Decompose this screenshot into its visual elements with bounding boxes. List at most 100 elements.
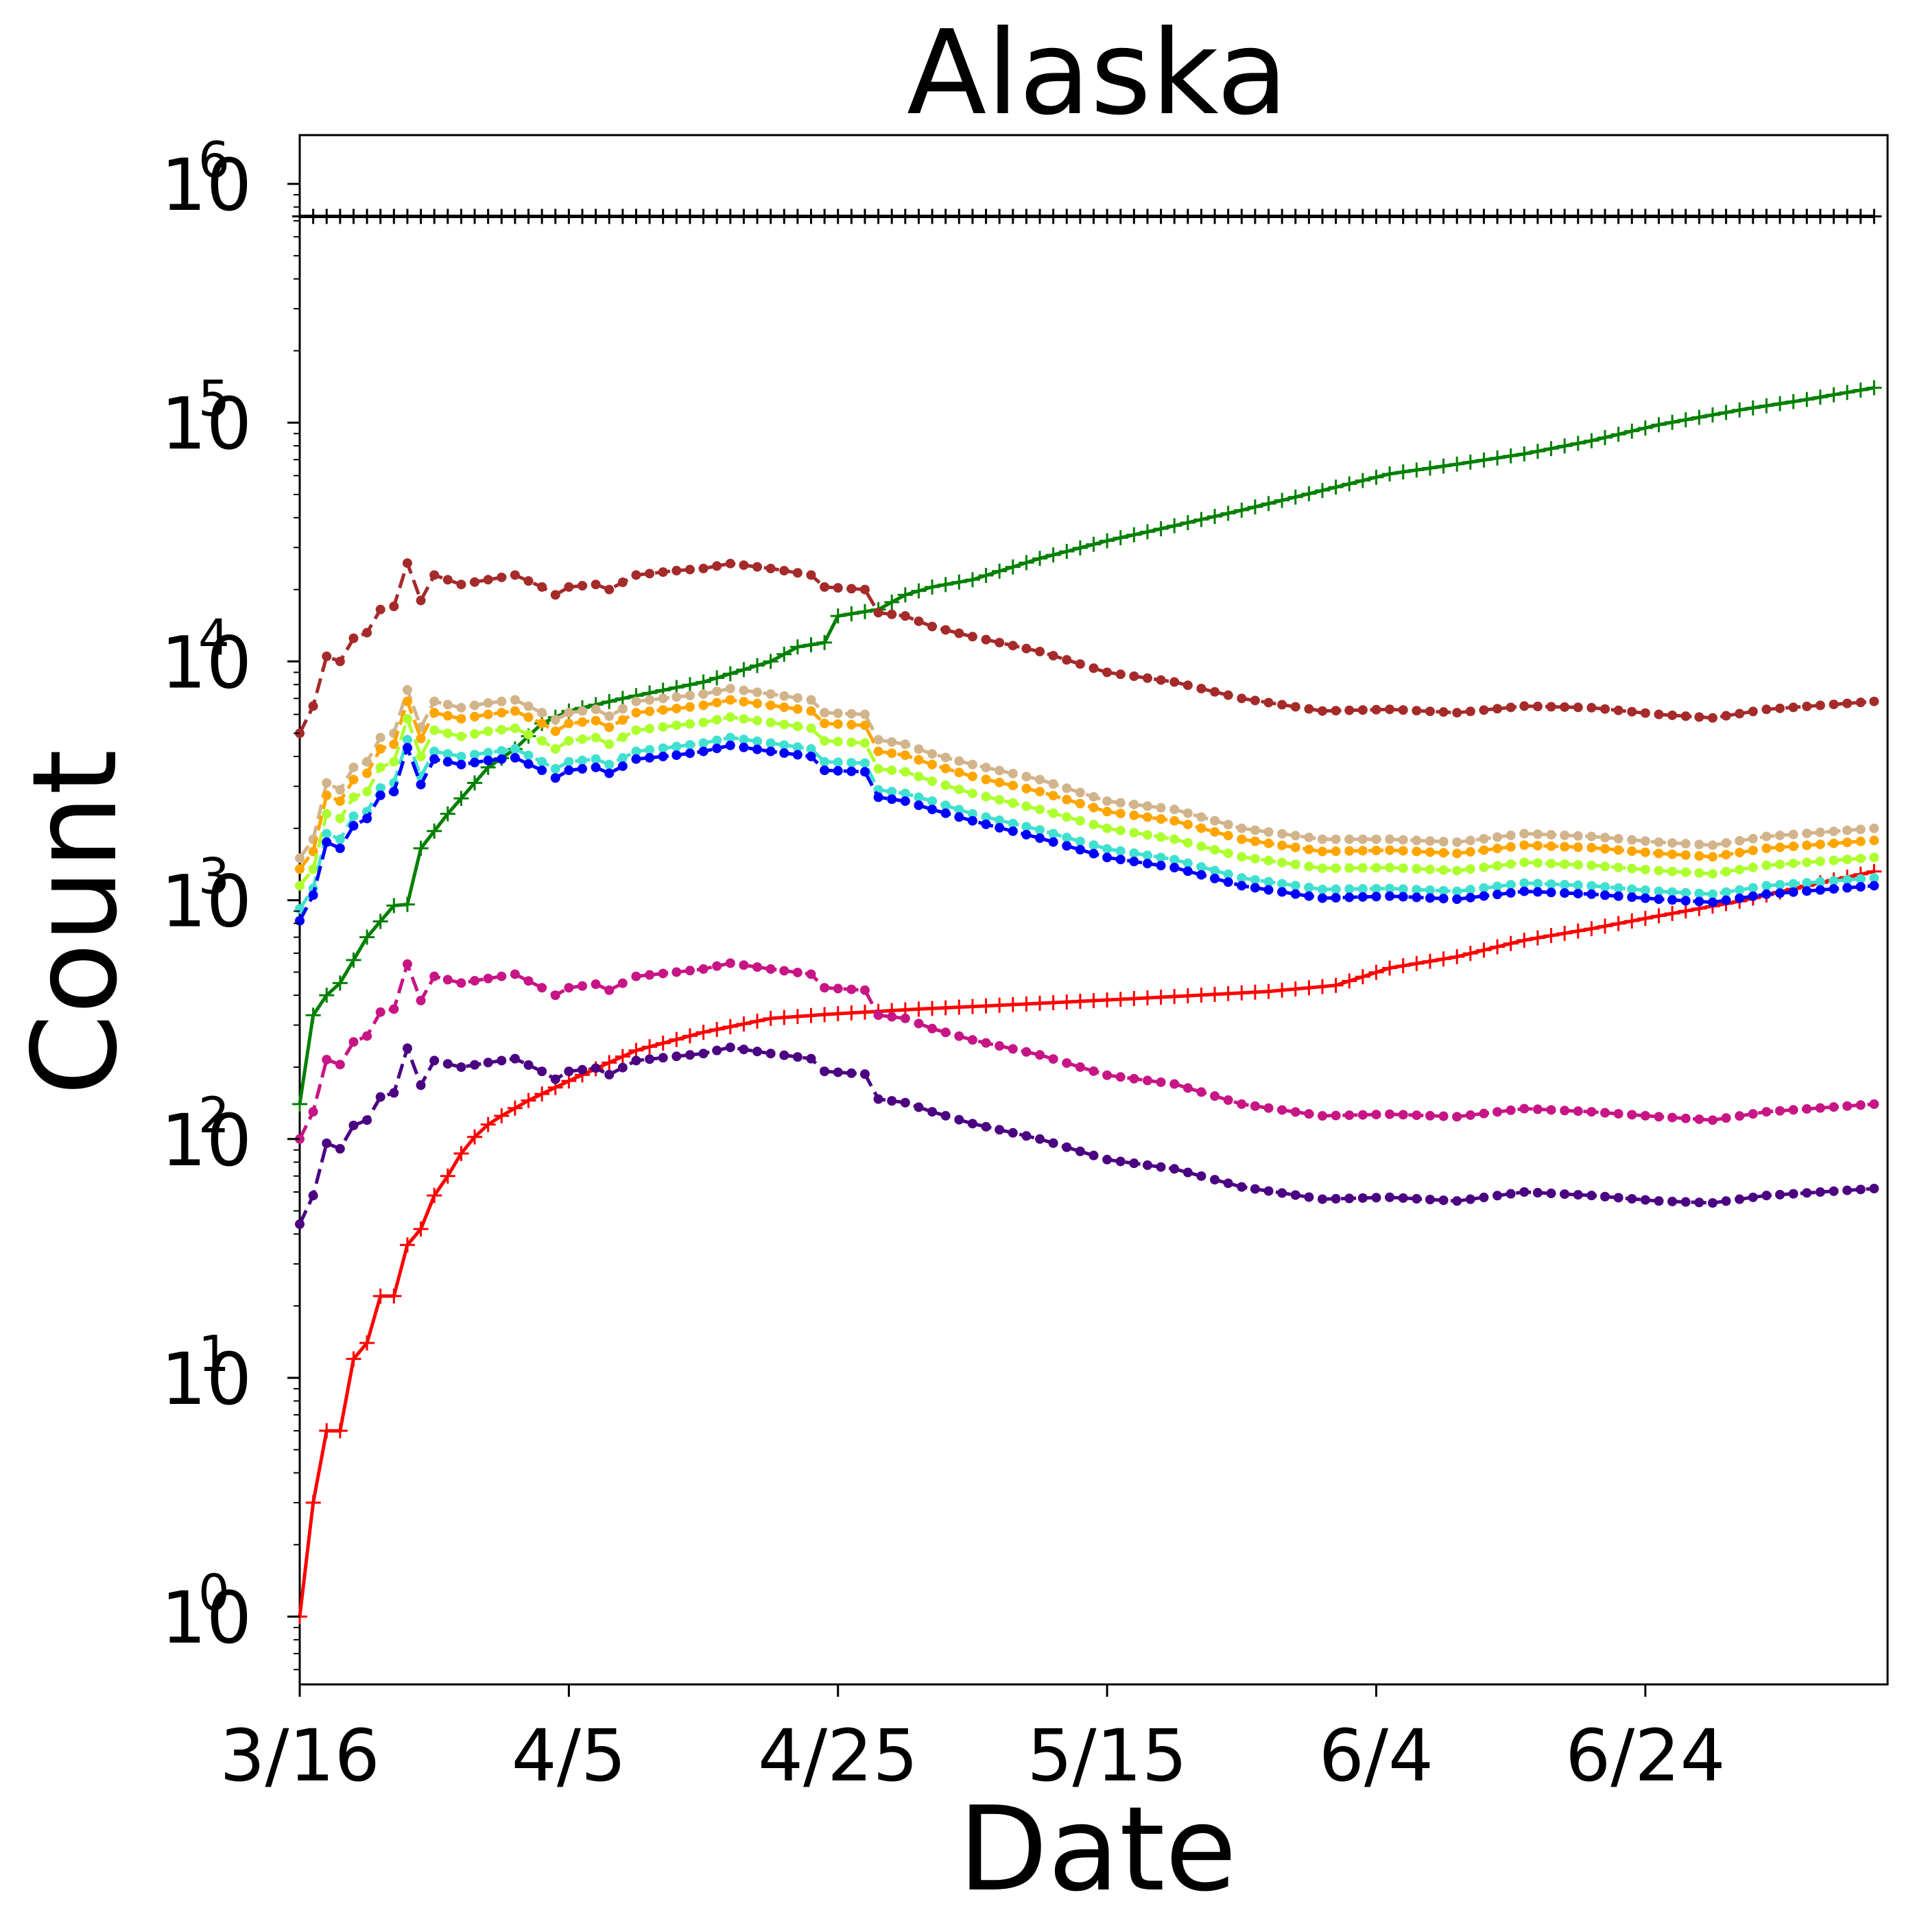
data-point <box>887 748 897 759</box>
data-point <box>1452 1196 1462 1206</box>
data-point <box>1802 701 1812 711</box>
data-point <box>1210 687 1220 697</box>
data-point <box>1855 874 1866 884</box>
data-point <box>1516 932 1532 948</box>
data-point <box>698 717 709 728</box>
data-point <box>725 695 735 705</box>
data-point <box>1815 700 1825 711</box>
data-point <box>655 1035 671 1051</box>
data-point <box>1290 831 1300 841</box>
data-point <box>1462 208 1478 224</box>
data-point <box>1304 861 1314 872</box>
data-point <box>1180 515 1196 531</box>
data-point <box>604 739 615 750</box>
data-point <box>712 697 722 708</box>
data-point <box>685 1050 695 1060</box>
data-point <box>1624 423 1640 439</box>
data-point <box>1274 208 1290 224</box>
data-point <box>1772 208 1788 224</box>
data-point <box>1627 1110 1637 1120</box>
data-point <box>1680 896 1691 906</box>
data-point <box>1142 1160 1152 1170</box>
data-point <box>1546 859 1556 869</box>
data-point <box>914 754 924 765</box>
y-tick-exponent: 5 <box>198 370 230 427</box>
data-point <box>1304 1109 1314 1119</box>
data-point <box>1008 798 1018 808</box>
data-point <box>1490 450 1506 466</box>
data-point <box>442 575 453 585</box>
data-point <box>1263 697 1274 708</box>
data-point <box>1008 826 1018 836</box>
data-point <box>1398 705 1408 715</box>
data-point <box>1815 885 1825 895</box>
data-point <box>1680 1113 1691 1123</box>
data-point <box>615 1049 630 1064</box>
data-point <box>1610 208 1626 224</box>
data-point <box>859 709 870 719</box>
data-point <box>429 754 440 764</box>
data-point <box>940 808 951 818</box>
data-point <box>1775 842 1785 852</box>
data-point <box>1075 844 1085 855</box>
data-point <box>1506 879 1516 890</box>
data-point <box>1680 887 1691 898</box>
data-point <box>1247 499 1263 515</box>
data-point <box>967 1119 977 1129</box>
data-point <box>900 767 910 777</box>
plot-frame <box>298 134 1889 1686</box>
data-point <box>712 715 722 725</box>
data-point <box>1250 1101 1260 1111</box>
data-point <box>1304 704 1314 714</box>
data-point <box>914 772 924 782</box>
data-point <box>1721 866 1731 876</box>
x-tick: 4/25 <box>758 1684 918 1798</box>
series-line <box>298 713 1875 887</box>
data-point <box>1718 208 1734 224</box>
data-point <box>1210 845 1220 855</box>
data-point <box>348 762 359 772</box>
data-point <box>1637 911 1653 927</box>
data-point <box>577 706 587 716</box>
series-line <box>298 1042 1875 1225</box>
data-point <box>763 1010 778 1026</box>
data-point <box>1156 675 1166 685</box>
data-point <box>1115 855 1126 865</box>
data-point <box>1008 1044 1018 1054</box>
data-point <box>1223 820 1233 830</box>
data-point <box>1102 796 1113 807</box>
data-point <box>682 1028 698 1044</box>
data-point <box>792 967 802 977</box>
data-point <box>1452 866 1462 876</box>
data-point <box>830 608 846 624</box>
data-point <box>803 208 819 224</box>
data-point <box>1277 857 1287 868</box>
data-point <box>1654 866 1664 876</box>
data-point <box>523 976 534 986</box>
data-point <box>402 714 412 724</box>
data-point <box>833 1067 843 1077</box>
data-point <box>1840 385 1855 401</box>
data-point <box>820 582 830 592</box>
data-point <box>1223 831 1233 841</box>
data-point <box>1409 955 1425 971</box>
data-point <box>1613 1108 1623 1119</box>
data-point <box>900 796 910 807</box>
data-point <box>564 582 574 592</box>
data-point <box>792 704 802 714</box>
data-point <box>873 764 883 774</box>
data-point <box>308 1191 318 1201</box>
data-point <box>429 696 440 706</box>
data-point <box>900 1097 910 1108</box>
data-point <box>1412 892 1422 903</box>
data-point <box>938 208 953 224</box>
data-point <box>335 834 345 844</box>
data-point <box>413 208 429 224</box>
data-point <box>712 743 722 754</box>
data-point <box>1788 702 1798 713</box>
data-point <box>1586 889 1597 899</box>
data-point <box>1815 1103 1825 1113</box>
x-tick-label: 4/25 <box>758 1714 918 1798</box>
data-point <box>1557 438 1573 454</box>
data-point <box>1597 429 1613 445</box>
